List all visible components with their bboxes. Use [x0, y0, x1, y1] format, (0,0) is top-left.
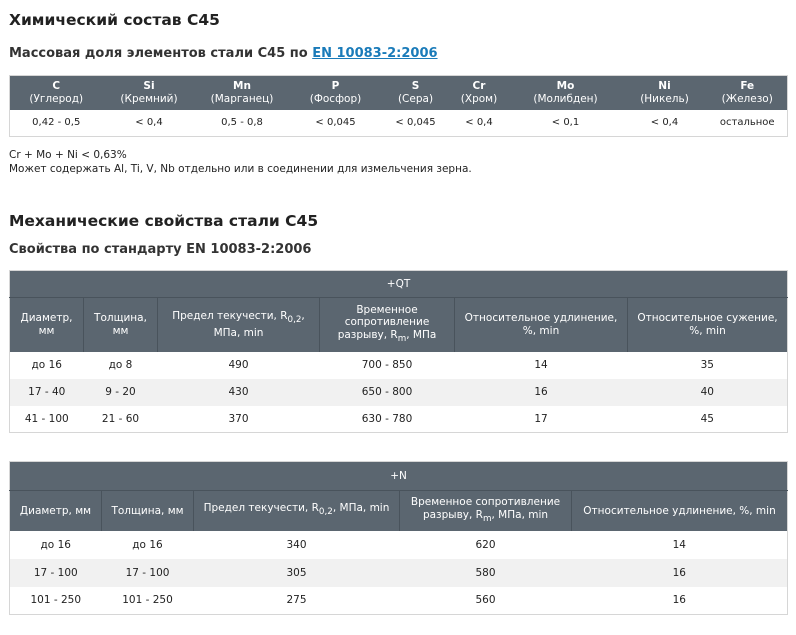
qt-header-diameter: Диаметр, мм [9, 297, 84, 352]
n-cell: до 16 [132, 538, 163, 551]
chem-value-c: 0,42 - 0,5 [32, 117, 81, 129]
chem-value-cr: < 0,4 [465, 117, 493, 129]
n-header-tensile: Временное сопротивление разрыву, Rm, МПа… [399, 490, 572, 531]
table-row: до 16 до 16 340 620 14 [10, 531, 788, 559]
qt-cell: 35 [700, 359, 714, 371]
n-group-row: +N [9, 461, 788, 491]
n-cell: 305 [193, 558, 400, 587]
qt-group-row: +QT [9, 270, 788, 298]
qt-cell: до 16 [31, 359, 62, 371]
qt-cell: 370 [228, 412, 249, 425]
n-cell: 17 - 100 [9, 558, 102, 587]
n-group-header: +N [9, 461, 788, 491]
chem-value-mo: < 0,1 [551, 117, 580, 129]
n-cell: 17 - 100 [101, 558, 194, 587]
qt-cell: 17 [534, 412, 548, 425]
mech-subtitle: Свойства по стандарту EN 10083-2:2006 [9, 242, 312, 257]
qt-cell: 700 - 850 [361, 359, 413, 371]
table-row: 101 - 250 101 - 250 275 560 16 [10, 587, 788, 615]
n-cell: 620 [475, 538, 496, 551]
chem-header-cr: Cr (Хром) [448, 75, 510, 110]
chem-value-row: 0,42 - 0,5 < 0,4 0,5 - 0,8 < 0,045 < 0,0… [10, 110, 788, 137]
qt-cell: 490 [228, 359, 249, 371]
table-row: 41 - 100 21 - 60 370 630 - 780 17 45 [10, 406, 788, 433]
n-header-diameter: Диаметр, мм [9, 490, 102, 531]
n-cell: 16 [571, 558, 788, 587]
qt-cell: 650 - 800 [319, 378, 455, 406]
chem-header-s: S (Сера) [382, 75, 449, 110]
chem-header-c: C (Углерод) [9, 75, 103, 110]
chem-table: C (Углерод) Si (Кремний) Mn (Марганец) P (Фо… [9, 75, 788, 137]
qt-header-yield: Предел текучести, R0,2, МПа, min [157, 297, 320, 352]
qt-cell: 9 - 20 [83, 378, 158, 406]
qt-group-header: +QT [9, 270, 788, 298]
standard-link[interactable]: EN 10083-2:2006 [312, 46, 438, 61]
qt-cell: 630 - 780 [361, 412, 413, 425]
n-header-yield: Предел текучести, R0,2, МПа, min [193, 490, 400, 531]
chem-header-mo: Mo (Молибден) [509, 75, 622, 110]
table-row: 17 - 100 17 - 100 305 580 16 [9, 558, 788, 587]
qt-cell: 14 [534, 359, 548, 371]
qt-header-thickness: Толщина, мм [83, 297, 158, 352]
n-cell: 14 [672, 538, 686, 551]
chem-note-sum: Cr + Mo + Ni < 0,63% [9, 149, 127, 161]
chem-value-si: < 0,4 [135, 117, 163, 129]
qt-cell: 40 [627, 378, 788, 406]
qt-header-row: Диаметр, мм Толщина, мм Предел текучести… [9, 297, 788, 352]
n-header-thickness: Толщина, мм [101, 490, 194, 531]
qt-cell: 17 - 40 [9, 378, 84, 406]
chem-value-s: < 0,045 [395, 117, 436, 129]
n-header-elongation: Относительное удлинение, %, min [570, 490, 788, 531]
chem-subtitle: Массовая доля элементов стали С45 по EN … [9, 46, 438, 61]
n-header-row: Диаметр, мм Толщина, мм Предел текучести… [9, 490, 788, 531]
n-cell: 275 [286, 594, 307, 607]
qt-cell: до 8 [108, 359, 133, 371]
chem-header-si: Si (Кремний) [102, 75, 196, 110]
chem-note-additives: Может содержать Al, Ti, V, Nb отдельно и… [9, 162, 472, 175]
n-cell: 560 [475, 594, 496, 607]
qt-header-reduction: Относительное сужение, %, min [626, 297, 788, 352]
n-cell: 16 [672, 594, 686, 607]
table-row: 17 - 40 9 - 20 430 650 - 800 16 40 [9, 378, 788, 406]
n-cell: 101 - 250 [30, 594, 82, 607]
n-cell: 101 - 250 [122, 594, 173, 607]
qt-cell: 430 [157, 378, 320, 406]
qt-cell: 21 - 60 [101, 412, 140, 425]
chem-title: Химический состав С45 [9, 11, 220, 29]
qt-table: +QT Диаметр, мм Толщина, мм Предел текуч… [9, 270, 789, 433]
table-row: до 16 до 8 490 700 - 850 14 35 [10, 352, 788, 379]
n-cell: 580 [399, 558, 572, 587]
n-cell: до 16 [40, 538, 71, 551]
qt-header-elongation: Относительное удлинение, %, min [454, 297, 628, 352]
qt-cell: 41 - 100 [24, 412, 69, 425]
chem-value-ni: < 0,4 [650, 117, 679, 129]
chem-notes: Cr + Mo + Ni < 0,63% Может содержать Al,… [9, 149, 472, 176]
chem-subtitle-text: Массовая доля элементов стали С45 по [9, 46, 313, 61]
n-table: +N Диаметр, мм Толщина, мм Предел текуче… [9, 461, 789, 615]
qt-cell: 16 [454, 378, 628, 406]
chem-value-mn: 0,5 - 0,8 [221, 117, 263, 129]
chem-header-fe: Fe (Железо) [707, 75, 788, 110]
n-cell: 340 [286, 538, 307, 551]
chem-value-fe: остальное [719, 117, 775, 129]
chem-header-mn: Mn (Марганец) [195, 75, 289, 110]
chem-header-row: C (Углерод) Si (Кремний) Mn (Марганец) P (Фо… [9, 75, 788, 110]
chem-header-p: P (Фосфор) [288, 75, 383, 110]
qt-cell: 45 [700, 412, 714, 425]
mech-title: Механические свойства стали С45 [9, 212, 319, 230]
chem-header-ni: Ni (Никель) [621, 75, 708, 110]
chem-value-p: < 0,045 [315, 117, 356, 129]
qt-header-tensile: Временное сопротивление разрыву, Rm, МПа [319, 297, 455, 352]
